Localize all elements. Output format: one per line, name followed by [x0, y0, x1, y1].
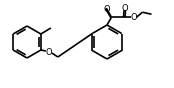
Text: O: O [104, 5, 110, 14]
Text: O: O [46, 48, 52, 56]
Text: O: O [121, 4, 128, 13]
Text: O: O [130, 13, 137, 22]
